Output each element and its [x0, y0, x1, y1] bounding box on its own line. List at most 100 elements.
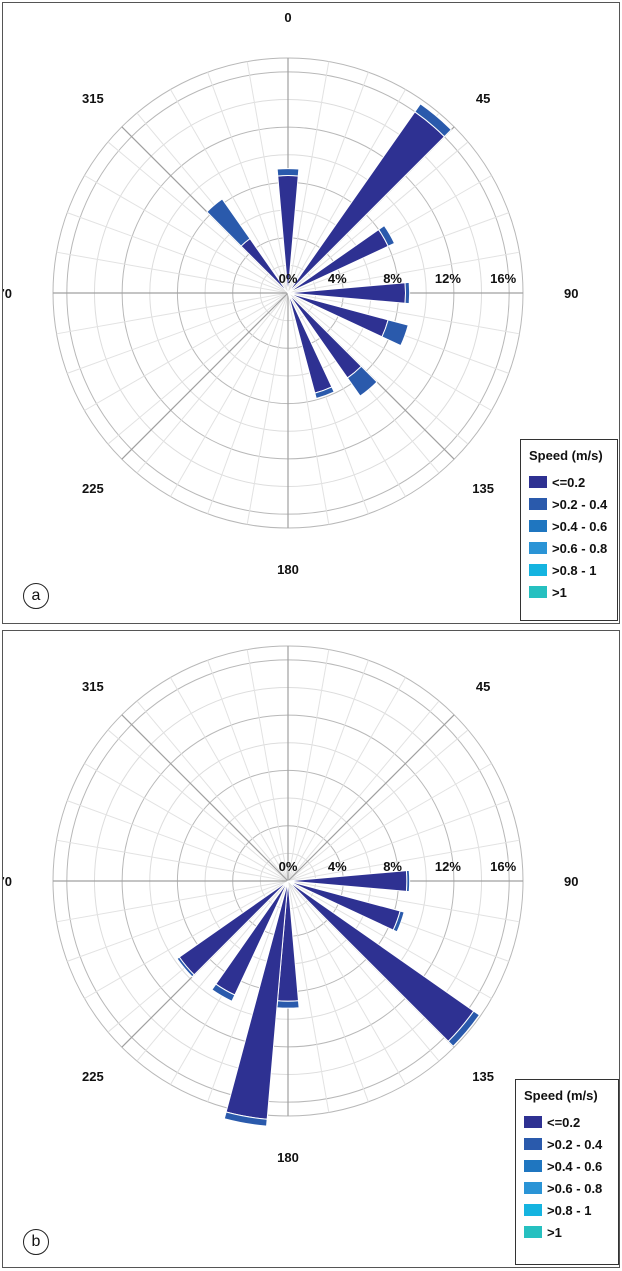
grid-spoke — [287, 292, 330, 525]
grid-spoke — [287, 292, 406, 497]
grid-spoke — [136, 292, 289, 474]
wind-bar-segment — [176, 956, 195, 978]
legend-swatch — [529, 564, 547, 576]
radial-tick-label: 12% — [435, 271, 461, 286]
wind-bar-segment — [447, 1010, 481, 1047]
grid-spoke — [67, 800, 289, 882]
grid-spoke — [56, 880, 289, 923]
grid-spoke — [136, 700, 289, 882]
grid-spoke — [170, 292, 289, 497]
grid-spoke — [287, 251, 520, 294]
grid-spoke — [287, 800, 509, 882]
grid-spoke — [287, 880, 369, 1102]
radial-tick-label: 8% — [383, 859, 402, 874]
grid-spoke — [107, 292, 289, 445]
radial-tick-label: 16% — [490, 859, 516, 874]
radial-tick-label: 0% — [279, 859, 298, 874]
wind-bar-segment — [346, 365, 378, 397]
legend-swatch — [524, 1182, 542, 1194]
legend-label: >1 — [547, 1224, 562, 1240]
direction-label: 135 — [472, 481, 494, 496]
panel-label-b: b — [23, 1229, 49, 1255]
legend-item: >0.2 - 0.4 — [524, 1133, 610, 1155]
grid-spoke — [207, 660, 289, 882]
grid-spoke — [287, 763, 492, 882]
direction-label: 90 — [564, 874, 578, 889]
legend-rows: <=0.2 >0.2 - 0.4 >0.4 - 0.6 >0.6 - 0.8 >0.8 … — [524, 1111, 610, 1243]
wind-bar-segment — [223, 1111, 268, 1127]
grid-spoke — [84, 763, 289, 882]
grid-spoke — [287, 72, 369, 294]
wind-rose-chart-a: 0% 4% 8% 12% 16% 0 45 90 135 180 225 270 315 — [3, 10, 578, 577]
grid-spoke — [287, 880, 406, 1085]
wind-rose-chart-b: 0%4%8%12%16%04590135180225270315 — [3, 645, 578, 1165]
grid-spoke — [56, 251, 289, 294]
radial-tick-label: 0% — [279, 271, 298, 286]
grid-spoke — [287, 880, 492, 999]
direction-label: 270 — [3, 874, 12, 889]
wind-bar-segment — [405, 869, 411, 893]
grid-spoke — [287, 89, 406, 294]
radial-tick-label: 16% — [490, 271, 516, 286]
wind-bar-segment — [314, 386, 335, 400]
legend-item: >0.4 - 0.6 — [524, 1155, 610, 1177]
radial-tick-label: 8% — [383, 271, 402, 286]
direction-label: 225 — [82, 481, 104, 496]
grid-spoke — [287, 839, 520, 882]
grid-spoke — [107, 141, 289, 294]
direction-label: 315 — [82, 679, 104, 694]
legend-label: <=0.2 — [552, 474, 586, 490]
direction-label: 315 — [82, 91, 104, 106]
wind-bar-segment — [377, 224, 396, 247]
legend-label: >1 — [552, 584, 567, 600]
legend-label: >0.8 - 1 — [552, 562, 597, 578]
legend-item: <=0.2 — [529, 471, 609, 493]
grid-spoke — [287, 729, 469, 882]
legend-item: >0.8 - 1 — [524, 1199, 610, 1221]
grid-spoke — [207, 880, 289, 1102]
legend-label: >0.6 - 0.8 — [552, 540, 608, 556]
axis-line-major — [121, 292, 289, 460]
grid-spoke — [207, 72, 289, 294]
legend-title: Speed (m/s) — [529, 448, 603, 463]
grid-spoke — [67, 292, 289, 374]
direction-label: 45 — [476, 91, 490, 106]
legend-swatch — [529, 498, 547, 510]
grid-spoke — [207, 292, 289, 514]
radial-tick-label: 12% — [435, 859, 461, 874]
direction-label: 180 — [277, 1150, 299, 1165]
legend-item: >0.6 - 0.8 — [524, 1177, 610, 1199]
legend-item: >0.6 - 0.8 — [529, 537, 609, 559]
legend-item: >0.2 - 0.4 — [529, 493, 609, 515]
grid-spoke — [107, 729, 289, 882]
direction-label: 135 — [472, 1069, 494, 1084]
legend-swatch — [524, 1160, 542, 1172]
grid-spoke — [67, 212, 289, 294]
direction-label: 225 — [82, 1069, 104, 1084]
legend-a: Speed (m/s) <=0.2 >0.2 - 0.4 >0.4 - 0.6 >0.… — [520, 439, 618, 621]
legend-item: >0.8 - 1 — [529, 559, 609, 581]
legend-label: >0.2 - 0.4 — [547, 1136, 603, 1152]
wind-bar-segment — [392, 910, 405, 933]
wind-bar-segment — [381, 319, 409, 347]
legend-label: >0.4 - 0.6 — [547, 1158, 603, 1174]
grid-spoke — [84, 175, 289, 294]
grid-spoke — [287, 292, 520, 335]
direction-label: 180 — [277, 562, 299, 577]
legend-rows: <=0.2 >0.2 - 0.4 >0.4 - 0.6 >0.6 - 0.8 >0.8 … — [529, 471, 609, 603]
wind-rose-panel-b: 0%4%8%12%16%04590135180225270315 Speed (… — [2, 630, 620, 1268]
axis-line-major — [121, 714, 289, 882]
grid-spoke — [287, 649, 330, 882]
grid-spoke — [170, 677, 289, 882]
direction-label: 90 — [564, 286, 578, 301]
legend-label: >0.6 - 0.8 — [547, 1180, 603, 1196]
wind-bar-segment — [276, 1000, 300, 1009]
wind-bar-segment — [404, 281, 411, 305]
legend-swatch — [524, 1226, 542, 1238]
legend-label: >0.2 - 0.4 — [552, 496, 608, 512]
axis-line-major — [287, 714, 455, 882]
grid-spoke — [287, 700, 440, 882]
grid-spoke — [287, 61, 330, 294]
direction-label: 0 — [284, 10, 291, 25]
wind-bar-segment — [206, 198, 251, 247]
